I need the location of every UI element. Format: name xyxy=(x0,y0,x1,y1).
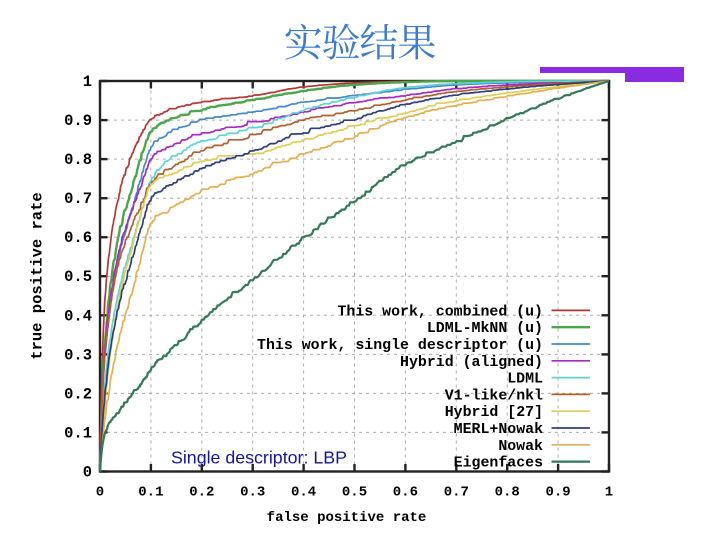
svg-text:This work, single descriptor (: This work, single descriptor (u) xyxy=(257,338,543,354)
svg-text:0.2: 0.2 xyxy=(189,485,214,501)
svg-text:0.7: 0.7 xyxy=(444,485,469,501)
svg-text:0: 0 xyxy=(96,485,104,501)
svg-text:0.1: 0.1 xyxy=(64,424,92,442)
svg-text:true positive rate: true positive rate xyxy=(29,192,47,359)
svg-text:0.5: 0.5 xyxy=(64,268,92,286)
svg-text:LDML-MkNN (u): LDML-MkNN (u) xyxy=(427,321,543,337)
svg-text:0.6: 0.6 xyxy=(64,229,92,247)
svg-text:Eigenfaces: Eigenfaces xyxy=(454,456,543,472)
svg-text:0.7: 0.7 xyxy=(64,190,92,208)
svg-text:0.5: 0.5 xyxy=(342,485,367,501)
svg-text:Hybrid (aligned): Hybrid (aligned) xyxy=(400,355,543,371)
svg-text:0: 0 xyxy=(83,464,92,482)
svg-text:0.3: 0.3 xyxy=(64,346,92,364)
svg-text:0.1: 0.1 xyxy=(138,485,163,501)
svg-text:1: 1 xyxy=(605,485,613,501)
svg-text:V1-like/nkl: V1-like/nkl xyxy=(445,388,543,404)
svg-text:0.3: 0.3 xyxy=(240,485,265,501)
svg-text:MERL+Nowak: MERL+Nowak xyxy=(454,422,543,438)
svg-text:LDML: LDML xyxy=(507,372,543,388)
svg-text:0.6: 0.6 xyxy=(393,485,418,501)
svg-text:1: 1 xyxy=(83,73,92,91)
svg-text:0.8: 0.8 xyxy=(495,485,520,501)
svg-text:Hybrid [27]: Hybrid [27] xyxy=(445,405,543,421)
svg-text:0.4: 0.4 xyxy=(291,485,316,501)
svg-text:Nowak: Nowak xyxy=(498,439,543,455)
svg-text:Single descriptor: LBP: Single descriptor: LBP xyxy=(171,448,347,468)
svg-text:This work, combined (u): This work, combined (u) xyxy=(337,304,543,320)
svg-text:0.9: 0.9 xyxy=(64,112,92,130)
svg-text:false positive rate: false positive rate xyxy=(267,510,427,526)
svg-text:0.9: 0.9 xyxy=(545,485,570,501)
svg-text:0.2: 0.2 xyxy=(64,385,92,403)
svg-text:0.8: 0.8 xyxy=(64,151,92,169)
svg-text:0.4: 0.4 xyxy=(64,307,92,325)
